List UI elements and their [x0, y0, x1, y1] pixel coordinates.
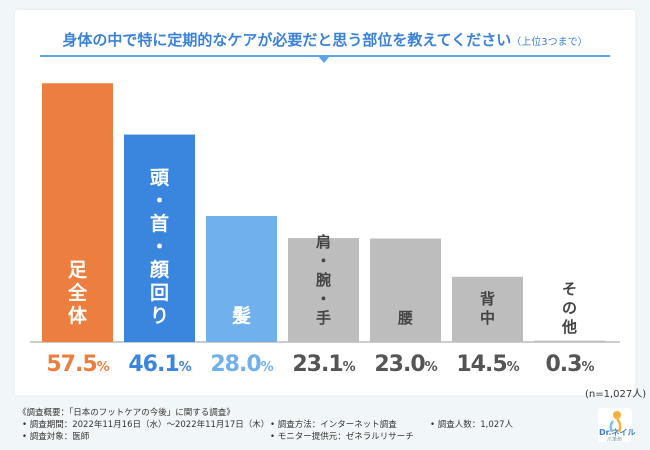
value-unit-1: %	[178, 360, 192, 375]
survey-target: • 調査対象：医師	[22, 432, 90, 442]
dr-nail-logo: Dr.ネイル 爪革命	[598, 408, 636, 443]
bar-2	[206, 216, 277, 342]
value-label-2: 28.0%	[206, 352, 277, 377]
value-number-1: 46.1	[128, 352, 179, 377]
value-unit-3: %	[342, 360, 356, 375]
bar-1	[124, 134, 195, 342]
title-notch-arrow	[318, 56, 330, 63]
value-number-6: 0.3	[545, 352, 582, 377]
bar-label-6: そ の 他	[561, 280, 577, 336]
value-number-2: 28.0	[210, 352, 261, 377]
value-unit-4: %	[424, 360, 438, 375]
bar-label-2: 髪	[231, 305, 251, 327]
chart-title-area: 身体の中で特に定期的なケアが必要だと思う部位を教えてください（上位3つまで）	[40, 22, 610, 63]
value-number-5: 14.5	[456, 352, 507, 377]
chart-title-main: 身体の中で特に定期的なケアが必要だと思う部位を教えてください	[62, 31, 512, 49]
bar-3	[288, 238, 359, 342]
value-unit-5: %	[506, 360, 520, 375]
value-label-6: 0.3%	[534, 352, 605, 377]
bar-0	[42, 83, 113, 342]
bar-label-3: 肩 ・ 腕 ・ 手	[315, 233, 331, 327]
sample-size-note: (n=1,027人)	[585, 389, 647, 400]
survey-provider: • モニター提供元：ゼネラルリサーチ	[270, 432, 414, 442]
value-unit-6: %	[581, 360, 594, 375]
value-label-5: 14.5%	[452, 352, 523, 377]
value-unit-0: %	[96, 360, 110, 375]
value-number-4: 23.0	[374, 352, 425, 377]
value-label-4: 23.0%	[370, 352, 441, 377]
survey-method: • 調査方法：インターネット調査	[270, 420, 397, 430]
bar-5	[452, 276, 523, 342]
logo-text: Dr.ネイル	[599, 428, 636, 437]
value-unit-2: %	[260, 360, 274, 375]
survey-period: • 調査期間：2022年11月16日（水）〜2022年11月17日（木）	[22, 420, 270, 430]
chart-title-sub: （上位3つまで）	[511, 37, 588, 48]
bar-label-4: 腰	[397, 309, 413, 327]
value-number-3: 23.1	[292, 352, 343, 377]
logo-subtext: 爪革命	[607, 437, 623, 443]
value-label-3: 23.1%	[288, 352, 359, 377]
value-label-0: 57.5%	[42, 352, 113, 377]
bar-label-0: 足 全 体	[67, 259, 87, 327]
value-label-1: 46.1%	[124, 352, 195, 377]
bar-label-1: 頭 ・ 首 ・ 顔 回 り	[149, 167, 169, 327]
bar-label-5: 背 中	[479, 290, 495, 327]
bar-4	[370, 238, 441, 342]
survey-title: 《調査概要：「日本のフットケアの今後」に関する調査》	[18, 408, 235, 418]
chart-title: 身体の中で特に定期的なケアが必要だと思う部位を教えてください（上位3つまで）	[40, 29, 610, 50]
survey-respondents: • 調査人数：1,027人	[430, 420, 514, 430]
dr-nail-logo-icon	[609, 411, 622, 433]
value-number-0: 57.5	[46, 352, 97, 377]
bar-6	[534, 340, 605, 342]
